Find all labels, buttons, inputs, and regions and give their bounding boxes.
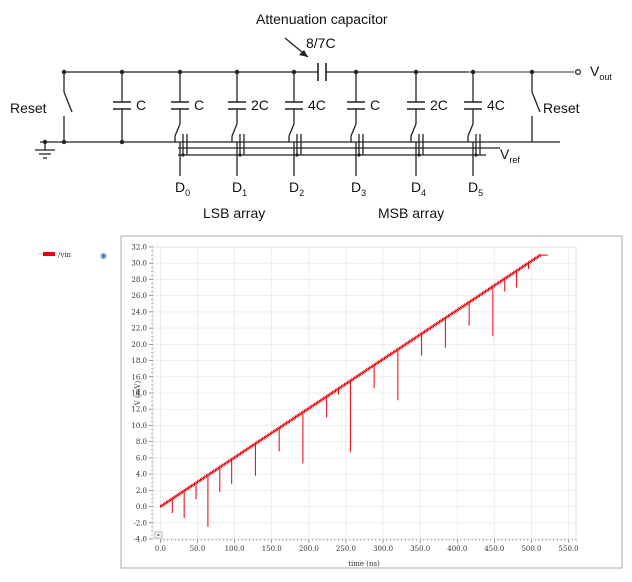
y-tick-label: 30.0 [131, 260, 147, 268]
x-tick-label: 150.0 [262, 545, 282, 553]
lsb-array-label: LSB array [203, 205, 265, 221]
switch-labels: D0 D1 D2 D3 D4 D5 [175, 179, 483, 198]
vout-terminal [574, 68, 581, 75]
eye-icon[interactable]: ◉ [100, 251, 107, 260]
junction-dot [470, 69, 476, 75]
junction-dot [119, 69, 125, 75]
legend-swatch [43, 252, 55, 256]
y-tick-label: 0.0 [136, 503, 147, 511]
capacitor-label: C [194, 97, 204, 113]
reset-switch-right-blade [531, 91, 541, 113]
attenuation-value: 8/7C [306, 35, 336, 51]
y-tick-label: 4.0 [136, 471, 147, 479]
switch-label-d1: D1 [232, 179, 247, 198]
junction-dot [353, 69, 359, 75]
vin-ramp-line [159, 253, 541, 508]
y-tick-label: 32.0 [131, 244, 147, 252]
capacitor-label: 2C [251, 97, 269, 113]
y-axis-ticks: -4.0 -2.0 0.0 2.0 4.0 6.0 8.0 10.0 12.0 14.0 16.0 1… [131, 244, 153, 544]
switch-label-d2: D2 [289, 179, 304, 198]
switch-blade [231, 123, 238, 137]
vref-label: Vref [500, 146, 520, 165]
x-tick-label: 200.0 [299, 545, 319, 553]
chart-grid [153, 246, 576, 540]
x-axis-ticks: 0.0 50.0 100.0 150.0 200.0 250.0 300.0 350.0 400… [155, 539, 579, 553]
play-icon [157, 533, 160, 537]
x-tick-label: 250.0 [336, 545, 356, 553]
y-tick-label: 20.0 [131, 341, 147, 349]
junction-dot [474, 153, 478, 157]
switch-blade [174, 123, 181, 137]
x-tick-label: 550.0 [559, 545, 579, 553]
switch-array [174, 123, 481, 176]
junction-dot [119, 139, 125, 145]
junction-dot [177, 69, 183, 75]
capacitor-label: 4C [308, 97, 326, 113]
reset-switch-left-blade [63, 91, 73, 113]
panel-frame [120, 235, 623, 569]
x-tick-label: 350.0 [410, 545, 430, 553]
junction-dot [295, 153, 299, 157]
arrow-head-icon [299, 50, 308, 57]
y-tick-label: -4.0 [134, 536, 148, 544]
capacitor-label: 2C [430, 97, 448, 113]
junction-dot [42, 139, 48, 145]
y-tick-label: 2.0 [136, 487, 147, 495]
y-tick-label: 16.0 [131, 373, 147, 381]
switch-label-d0: D0 [175, 179, 190, 198]
x-tick-label: 0.0 [155, 545, 166, 553]
series-vin [159, 253, 548, 527]
legend-label-vin: /vin [58, 251, 72, 259]
x-tick-label: 50.0 [190, 545, 206, 553]
y-tick-label: 28.0 [131, 276, 147, 284]
x-axis-label: time (ns) [348, 560, 380, 568]
switch-label-d3: D3 [351, 179, 366, 198]
junction-dot [61, 139, 67, 145]
junction-dot [61, 69, 67, 75]
y-tick-label: -2.0 [134, 519, 148, 527]
y-tick-label: 14.0 [131, 390, 147, 398]
y-tick-label: 18.0 [131, 357, 147, 365]
switch-blade [350, 123, 357, 137]
y-tick-label: 8.0 [136, 438, 147, 446]
x-tick-label: 400.0 [447, 545, 467, 553]
junction-dot [417, 153, 421, 157]
y-tick-label: 12.0 [131, 406, 147, 414]
attenuation-label: Attenuation capacitor [256, 11, 388, 27]
capacitor-label: C [136, 97, 146, 113]
junction-dots [42, 69, 535, 157]
switch-blade [467, 123, 474, 137]
switch-label-d5: D5 [468, 179, 483, 198]
sar-dac-schematic: C C 2C 4C C 2C 4C Attenuation capacitor 8/7C V… [10, 11, 612, 221]
junction-dot [357, 153, 361, 157]
junction-dot [413, 69, 419, 75]
y-tick-label: 6.0 [136, 454, 147, 462]
junction-dot [181, 153, 185, 157]
x-tick-label: 450.0 [484, 545, 504, 553]
y-tick-label: 26.0 [131, 292, 147, 300]
reset-label-right: Reset [543, 100, 580, 116]
msb-array-label: MSB array [378, 205, 444, 221]
y-axis-label: V (mV) [134, 381, 142, 407]
junction-dot [529, 69, 535, 75]
reset-label-left: Reset [10, 100, 47, 116]
y-tick-label: 22.0 [131, 325, 147, 333]
vout-label: Vout [590, 63, 612, 82]
x-tick-label: 300.0 [373, 545, 393, 553]
junction-dot [238, 153, 242, 157]
junction-dot [234, 69, 240, 75]
y-tick-label: 10.0 [131, 422, 147, 430]
junction-dot [291, 69, 297, 75]
y-tick-label: 24.0 [131, 308, 147, 316]
capacitor-label: 4C [487, 97, 505, 113]
capacitor-array: C C 2C 4C C 2C 4C [113, 72, 505, 142]
x-tick-label: 500.0 [521, 545, 541, 553]
capacitor-label: C [370, 97, 380, 113]
switch-label-d4: D4 [411, 179, 426, 198]
switch-blade [288, 123, 295, 137]
waveform-panel: /vin ◉ -4.0 -2.0 0.0 2.0 4.0 6.0 8.0 10.0 12.0 14… [38, 235, 623, 569]
switch-blade [410, 123, 417, 137]
x-tick-label: 100.0 [225, 545, 245, 553]
